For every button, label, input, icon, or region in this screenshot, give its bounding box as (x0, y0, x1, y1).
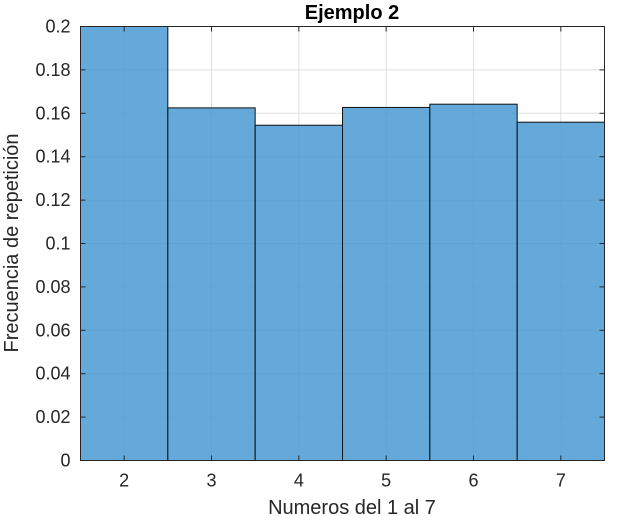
x-axis-ticks: 2 3 4 5 6 7 (119, 26, 566, 491)
y-tick-label: 0.16 (35, 103, 70, 123)
x-tick-label: 6 (468, 471, 478, 491)
bar-2 (80, 26, 169, 461)
y-tick-label: 0.12 (35, 190, 70, 210)
bar-5 (342, 106, 431, 461)
y-axis-ticks: 0 0.02 0.04 0.06 0.08 0.1 0.12 0.14 0.16 0.18 0.2 (35, 17, 605, 471)
bars (80, 26, 606, 462)
y-tick-label: 0.14 (35, 147, 70, 167)
y-tick-label: 0.02 (35, 407, 70, 427)
bar-7 (516, 121, 606, 462)
y-tick-label: 0.04 (35, 364, 70, 384)
y-tick-label: 0.08 (35, 277, 70, 297)
y-tick-label: 0.1 (45, 234, 70, 254)
x-tick-label: 7 (556, 471, 566, 491)
bar-4 (254, 124, 344, 462)
chart-title: Ejemplo 2 (305, 2, 399, 24)
y-axis-label: Frecuencia de repetición (1, 133, 23, 352)
y-tick-label: 0.06 (35, 320, 70, 340)
x-tick-label: 2 (119, 471, 129, 491)
y-tick-label: 0.18 (35, 60, 70, 80)
y-tick-label: 0 (60, 451, 70, 471)
x-tick-label: 5 (381, 471, 391, 491)
bar-6 (429, 103, 518, 461)
y-tick-label: 0.2 (45, 17, 70, 37)
x-tick-label: 3 (206, 471, 216, 491)
x-tick-label: 4 (294, 471, 304, 491)
x-axis-label: Numeros del 1 al 7 (268, 497, 436, 516)
bar-3 (167, 107, 256, 461)
